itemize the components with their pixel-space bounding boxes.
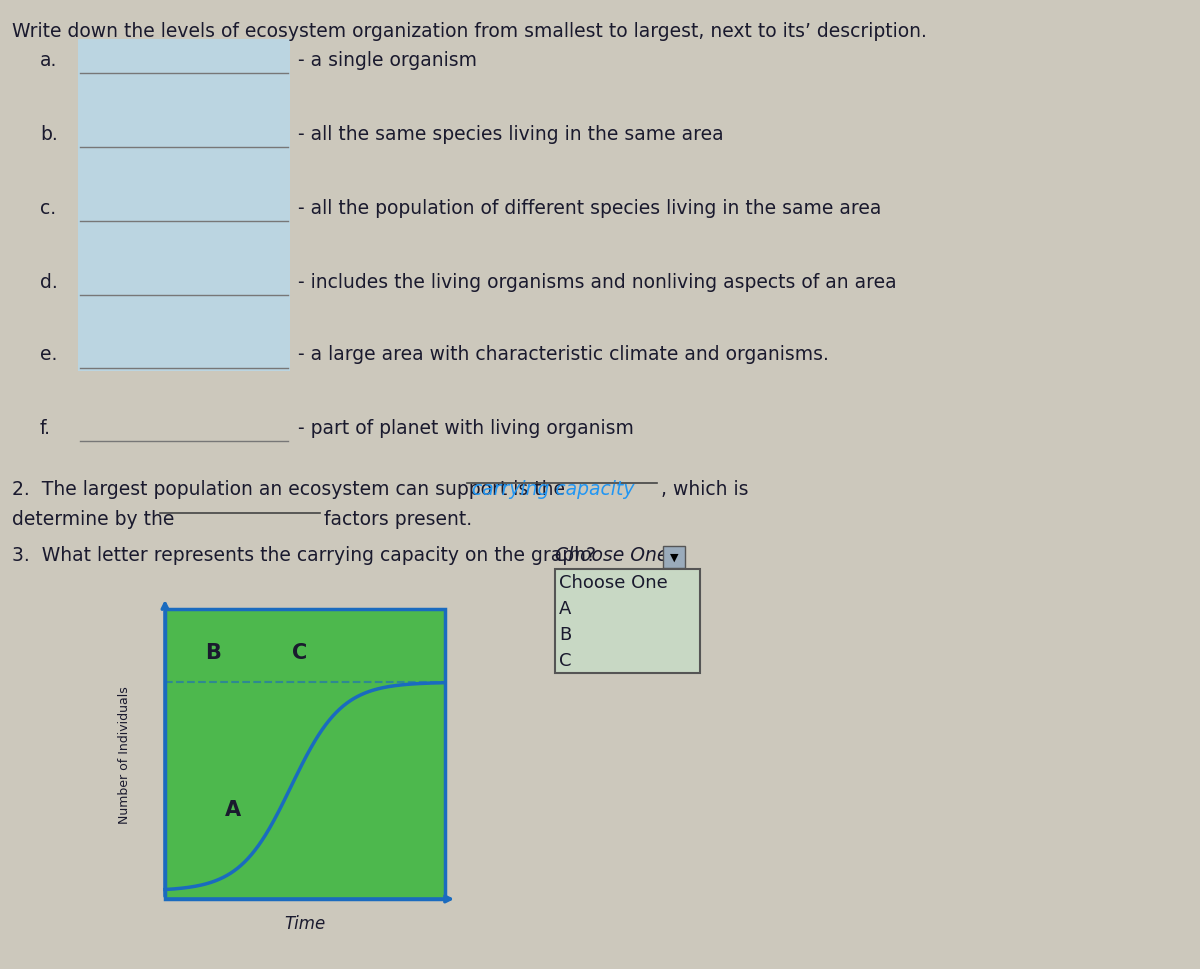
Text: - all the same species living in the same area: - all the same species living in the sam…: [298, 124, 724, 143]
Text: c.: c.: [40, 199, 56, 217]
Text: A: A: [559, 600, 571, 617]
Text: Choose One: Choose One: [559, 574, 667, 591]
Bar: [662, 547, 685, 569]
Bar: [554, 570, 700, 673]
Text: f.: f.: [40, 418, 50, 437]
Text: A: A: [224, 799, 241, 819]
Text: Choose One: Choose One: [554, 546, 668, 564]
Text: Time: Time: [284, 914, 325, 932]
Text: 3.  What letter represents the carrying capacity on the graph?: 3. What letter represents the carrying c…: [12, 546, 596, 564]
Text: b.: b.: [40, 124, 58, 143]
Text: determine by the: determine by the: [12, 510, 174, 528]
Text: Write down the levels of ecosystem organization from smallest to largest, next t: Write down the levels of ecosystem organ…: [12, 22, 926, 41]
Text: , which is: , which is: [661, 480, 749, 498]
Text: e.: e.: [40, 345, 58, 364]
Text: 2.  The largest population an ecosystem can support is the: 2. The largest population an ecosystem c…: [12, 480, 571, 498]
Text: a.: a.: [40, 50, 58, 70]
Bar: [78, 40, 290, 372]
Text: C: C: [293, 642, 307, 663]
Text: Number of Individuals: Number of Individuals: [119, 685, 132, 823]
Text: - part of planet with living organism: - part of planet with living organism: [298, 418, 634, 437]
Bar: [554, 647, 700, 673]
Text: d.: d.: [40, 272, 58, 292]
Text: - a single organism: - a single organism: [298, 50, 478, 70]
Text: B: B: [205, 642, 221, 663]
Text: carrying capacity: carrying capacity: [472, 480, 635, 498]
Text: - includes the living organisms and nonliving aspects of an area: - includes the living organisms and nonl…: [298, 272, 896, 292]
Bar: [554, 570, 700, 595]
Text: ▼: ▼: [670, 552, 678, 562]
Bar: [554, 595, 700, 621]
Text: - a large area with characteristic climate and organisms.: - a large area with characteristic clima…: [298, 345, 829, 364]
Bar: [166, 610, 445, 899]
Text: C: C: [559, 651, 571, 670]
Text: B: B: [559, 625, 571, 643]
Text: - all the population of different species living in the same area: - all the population of different specie…: [298, 199, 881, 217]
Bar: [554, 621, 700, 647]
Text: factors present.: factors present.: [324, 510, 472, 528]
